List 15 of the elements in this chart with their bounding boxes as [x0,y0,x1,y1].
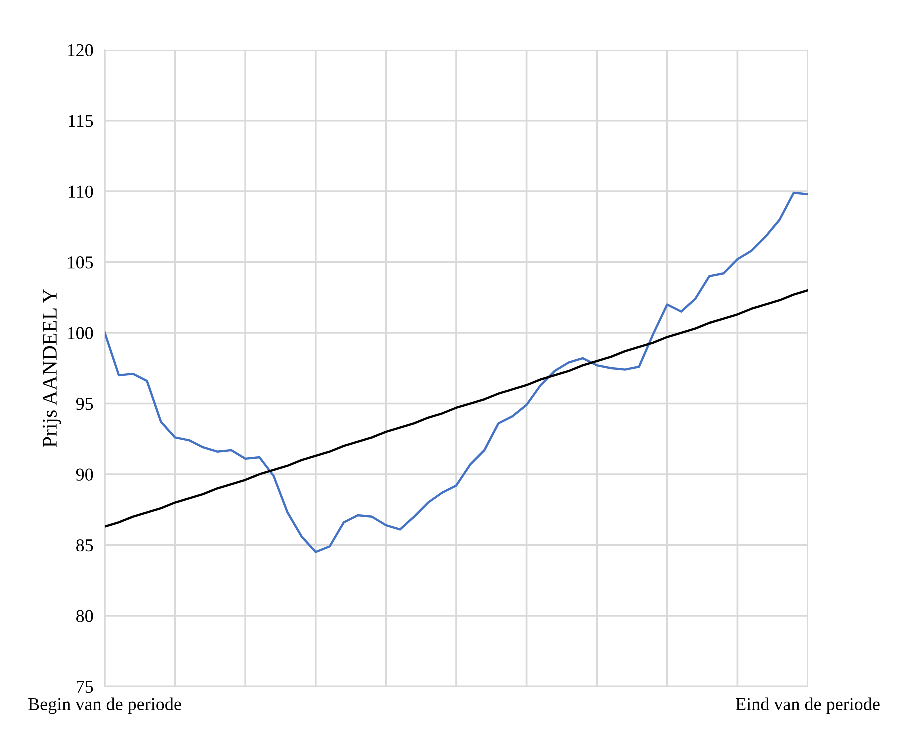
x-tick-label: Eind van de periode [736,698,880,714]
line-series [104,289,808,528]
y-tick-label: 120 [68,44,94,57]
y-tick-label: 80 [76,610,94,622]
line-series [104,192,808,554]
y-tick-label: 105 [68,256,94,269]
y-tick-label: 110 [69,186,94,198]
y-tick-label: 100 [68,327,94,340]
y-tick-label: 90 [76,468,94,481]
y-tick-label: 75 [77,681,94,694]
x-tick-label: Begin van de periode [28,698,182,714]
y-axis-title: Prijs AANDEEL Y [43,289,62,448]
y-tick-label: 115 [69,115,94,128]
y-tick-label: 95 [76,398,94,410]
y-tick-label: 85 [76,539,94,552]
